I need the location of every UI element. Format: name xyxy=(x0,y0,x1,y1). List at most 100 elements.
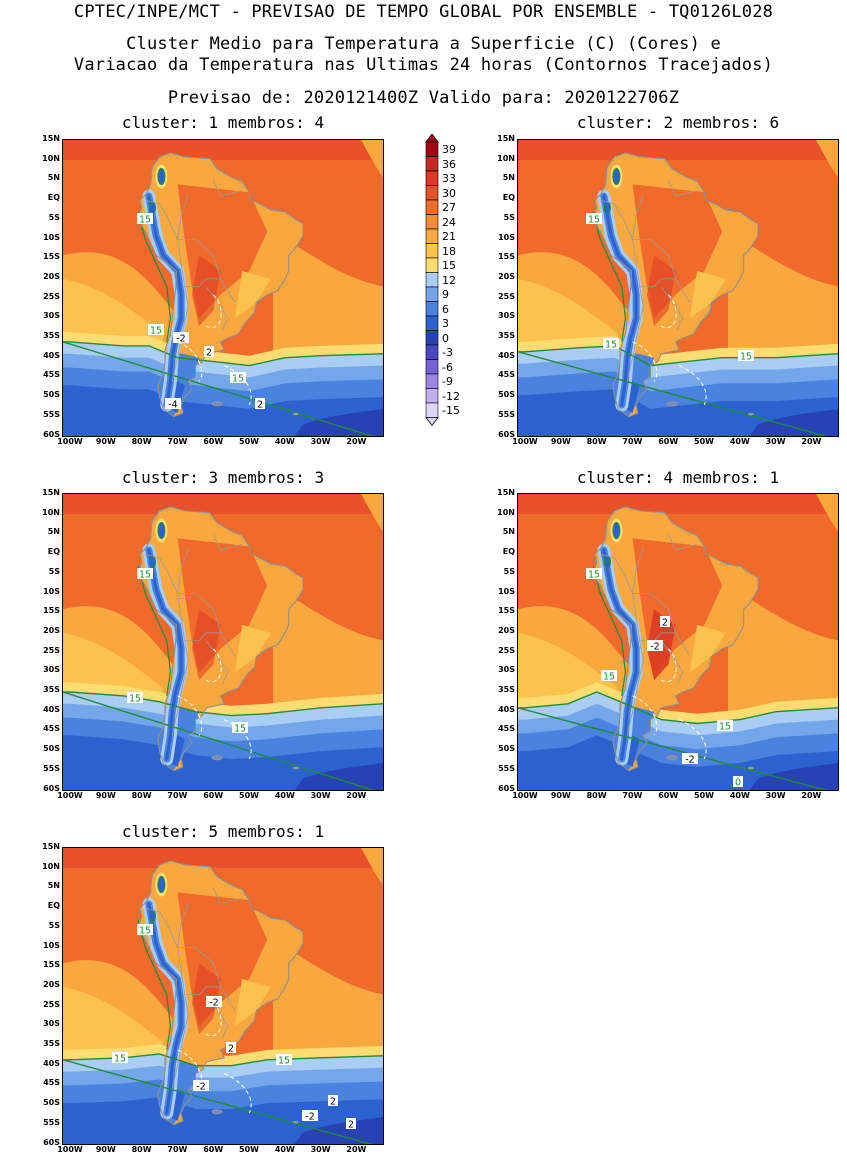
lon-label: 90W xyxy=(95,1145,116,1154)
svg-text:15: 15 xyxy=(139,570,151,581)
lat-label: 5S xyxy=(48,566,60,576)
lon-label: 20W xyxy=(801,791,822,800)
lat-label: 10N xyxy=(497,153,515,163)
svg-text:0: 0 xyxy=(735,778,741,789)
lon-label: 70W xyxy=(167,791,188,800)
lon-label: 50W xyxy=(694,791,714,800)
lat-label: 5N xyxy=(47,527,60,537)
svg-text:-2: -2 xyxy=(305,1112,314,1123)
lat-label: 10N xyxy=(42,153,60,163)
lon-label: 100W xyxy=(57,1145,83,1154)
lat-label: 55S xyxy=(498,409,515,419)
colorbar-label: 9 xyxy=(442,288,449,301)
colorbar-label: 18 xyxy=(442,244,456,258)
lat-label: 40S xyxy=(43,350,60,360)
lat-label: 35S xyxy=(43,685,60,694)
lat-label: 60S xyxy=(498,429,515,439)
lon-label: 70W xyxy=(622,437,643,446)
colorbar-label: -15 xyxy=(442,404,460,417)
lat-label: 5N xyxy=(47,881,60,891)
lon-label: 80W xyxy=(586,791,607,800)
lat-label: 30S xyxy=(498,311,515,321)
svg-text:2: 2 xyxy=(206,348,212,359)
lon-label: 60W xyxy=(203,791,224,800)
lat-label: 5S xyxy=(503,212,515,222)
lat-label: 40S xyxy=(498,350,515,360)
colorbar-label: 30 xyxy=(442,186,456,200)
panel-title-4: cluster: 4 membros: 1 xyxy=(576,468,780,487)
lon-label: 40W xyxy=(729,791,750,800)
colorbar-label: 6 xyxy=(442,302,449,316)
lon-label: 40W xyxy=(274,1145,295,1154)
subtitle-line-2: Variacao da Temperatura nas Ultimas 24 h… xyxy=(73,55,774,75)
lat-label: 45S xyxy=(43,1078,60,1088)
lat-label: 30S xyxy=(43,1019,60,1029)
svg-text:-4: -4 xyxy=(168,400,177,411)
lon-label: 30W xyxy=(310,791,331,800)
lat-label: 50S xyxy=(498,390,515,400)
lat-label: 15S xyxy=(43,252,60,262)
lat-label: 25S xyxy=(498,291,515,301)
panel-title-1: cluster: 1 membros: 4 xyxy=(121,113,325,132)
svg-text:15: 15 xyxy=(232,374,244,385)
lat-label: 45S xyxy=(43,370,60,380)
lat-label: 10S xyxy=(43,232,60,242)
colorbar-label: 0 xyxy=(442,331,449,345)
lat-label: EQ xyxy=(47,547,60,557)
svg-text:15: 15 xyxy=(605,340,617,351)
lat-label: 35S xyxy=(498,331,515,340)
svg-text:-2: -2 xyxy=(209,998,218,1009)
lon-label: 60W xyxy=(203,437,224,446)
lat-label: 25S xyxy=(498,645,515,655)
colorbar-label: 33 xyxy=(442,172,456,185)
lon-label: 50W xyxy=(694,437,714,446)
lat-label: 30S xyxy=(43,665,60,675)
lon-label: 30W xyxy=(310,1145,331,1154)
lat-label: 5N xyxy=(502,527,515,537)
lat-label: 60S xyxy=(43,429,60,439)
lat-label: EQ xyxy=(502,547,515,557)
colorbar-label: 15 xyxy=(442,259,456,272)
lat-label: 35S xyxy=(43,331,60,340)
lon-label: 40W xyxy=(274,791,295,800)
colorbar-label: -12 xyxy=(442,389,460,403)
lat-label: 35S xyxy=(498,685,515,694)
svg-text:15: 15 xyxy=(114,1054,126,1065)
svg-text:15: 15 xyxy=(588,570,600,581)
lat-label: 20S xyxy=(43,271,60,281)
lat-label: 20S xyxy=(498,625,515,635)
svg-text:15: 15 xyxy=(740,352,752,363)
lat-label: 30S xyxy=(498,665,515,675)
svg-text:-2: -2 xyxy=(685,755,694,766)
lat-label: 45S xyxy=(43,724,60,734)
lat-label: 50S xyxy=(43,1098,60,1108)
lat-label: 45S xyxy=(498,370,515,380)
lon-label: 60W xyxy=(203,1145,224,1154)
lon-label: 50W xyxy=(239,791,259,800)
svg-text:15: 15 xyxy=(139,215,151,226)
lat-label: 5S xyxy=(48,920,60,930)
forecast-dates: Previsao de: 2020121400Z Valido para: 20… xyxy=(167,88,680,108)
lon-label: 80W xyxy=(586,437,607,446)
colorbar-label: 12 xyxy=(442,273,456,287)
map-panel-cluster-2: 15 15 15 xyxy=(517,139,839,437)
lat-label: 55S xyxy=(498,763,515,773)
svg-text:-2: -2 xyxy=(650,642,659,653)
lat-label: 10N xyxy=(42,507,60,517)
svg-text:15: 15 xyxy=(139,926,151,937)
lon-label: 60W xyxy=(658,437,679,446)
main-title: CPTEC/INPE/MCT - PREVISAO DE TEMPO GLOBA… xyxy=(73,2,774,22)
map-panel-cluster-4: 15 2 -2 15 15 -2 0 xyxy=(517,493,839,791)
lon-label: 100W xyxy=(512,791,538,800)
lon-label: 90W xyxy=(95,437,116,446)
lon-label: 70W xyxy=(167,437,188,446)
lat-label: 20S xyxy=(498,271,515,281)
lon-label: 70W xyxy=(167,1145,188,1154)
svg-text:2: 2 xyxy=(257,400,263,411)
lat-label: 55S xyxy=(43,1117,60,1127)
lat-label: 10S xyxy=(43,940,60,950)
lat-label: EQ xyxy=(502,193,515,203)
lon-label: 20W xyxy=(346,791,367,800)
lat-label: 60S xyxy=(43,1137,60,1147)
lat-label: 15S xyxy=(43,960,60,970)
